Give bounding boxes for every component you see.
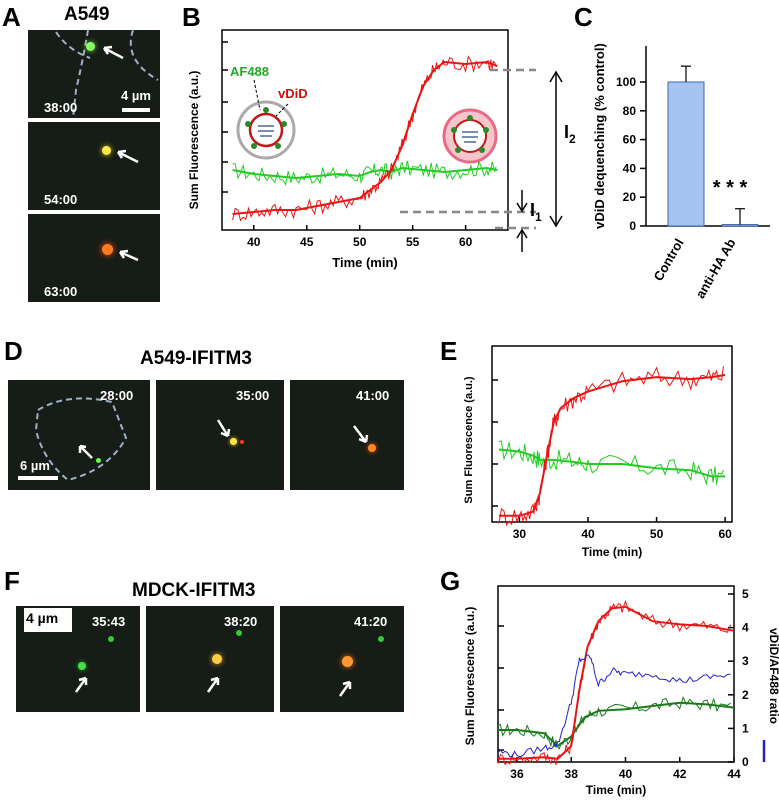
panel-label-c: C: [574, 2, 593, 32]
panel-label-b: B: [182, 2, 201, 32]
x-tick-label: 50: [650, 527, 664, 541]
scalebar-label-a: 4 µm: [121, 88, 151, 103]
right-tick-label: 5: [742, 587, 749, 601]
scalebar-label-f: 4 µm: [26, 610, 59, 626]
chart-g-xlabel: Time (min): [586, 783, 646, 797]
x-tick-label: 42: [673, 767, 687, 781]
x-tick-label: 36: [510, 767, 524, 781]
chart-g-rlabel: vDiD/AF488 ratio: [767, 628, 779, 724]
timestamp-a-2: 54:00: [44, 192, 78, 207]
micrograph-a-2: 54:00: [28, 122, 160, 210]
panel-label-f: F: [4, 566, 20, 596]
scalebar-f: [24, 608, 72, 632]
timestamp-d-2: 35:00: [236, 388, 270, 403]
panel-label-g: G: [440, 566, 461, 596]
y-tick-label: 20: [623, 190, 637, 204]
right-tick-label: 3: [742, 654, 749, 668]
bar-anti-ha: [721, 224, 759, 227]
label-af488: AF488: [230, 64, 269, 79]
chart-e-ylabel: Sum Fluorescence (a.u.): [463, 376, 475, 503]
panel-label-e: E: [440, 336, 458, 366]
scalebar-a: [122, 108, 150, 112]
panel-f-title: MDCK-IFITM3: [132, 580, 256, 601]
virion-schematic-fused: [442, 108, 498, 164]
timestamp-a-3: 63:00: [44, 284, 78, 299]
y-tick-label: 80: [623, 104, 637, 118]
label-vdid: vDiD: [278, 86, 308, 101]
panel-d-title: A549-IFITM3: [140, 348, 252, 369]
scalebar-d: [18, 476, 58, 480]
right-tick-label: 4: [742, 621, 749, 635]
series-af488: [232, 166, 498, 180]
series-noisy-vdid: [232, 55, 497, 222]
series-noisy-vdid-af488-ratio: [497, 654, 731, 758]
chart-c-cat-control: Control: [650, 236, 686, 284]
micrograph-d-1: 28:00 6 µm: [8, 380, 150, 490]
micrograph-d-2: 35:00: [156, 380, 284, 490]
chart-b: Sum Fluorescence (a.u.) Time (min) 40 45 5…: [187, 29, 576, 270]
x-tick-label: 38: [565, 767, 579, 781]
timestamp-f-1: 35:43: [92, 614, 126, 629]
micrograph-f-2: 38:20: [146, 606, 274, 712]
y-tick-label: 100: [616, 75, 636, 89]
x-tick-label: 44: [727, 767, 741, 781]
chart-c-ylabel: vDiD dequenching (% control): [592, 43, 607, 229]
micrograph-f-3: 41:20: [280, 606, 404, 712]
series-vdid: [232, 60, 498, 215]
x-tick-label: 40: [619, 767, 633, 781]
y-tick-label: 0: [629, 219, 636, 233]
x-tick-label: 40: [581, 527, 595, 541]
timestamp-a-1: 38:00: [44, 100, 78, 115]
timestamp-f-3: 41:20: [354, 614, 388, 629]
series-noisy-af488: [498, 440, 724, 486]
chart-g-ylabel: Sum Fluorescence (a.u.): [463, 607, 477, 746]
micrograph-f-1: 4 µm 35:43: [16, 606, 140, 712]
x-tick-label: 40: [247, 235, 261, 249]
chart-e: Sum Fluorescence (a.u.) Time (min) 30 40 5…: [463, 345, 733, 559]
panel-label-a: A: [2, 2, 21, 32]
series-noisy-vdid: [498, 366, 724, 527]
series-af488: [498, 701, 735, 748]
series-vdid: [498, 374, 726, 517]
x-tick-label: 55: [406, 235, 420, 249]
scalebar-label-d: 6 µm: [20, 458, 50, 473]
x-tick-label: 50: [353, 235, 367, 249]
chart-e-xlabel: Time (min): [582, 545, 642, 559]
micrograph-a-1: 38:00 4 µm: [28, 30, 160, 118]
x-tick-label: 30: [513, 527, 527, 541]
timestamp-d-3: 41:00: [356, 388, 390, 403]
series-noisy-af488: [232, 159, 497, 186]
micrograph-a-3: 63:00: [28, 214, 160, 302]
series-af488: [498, 448, 726, 478]
x-tick-label: 60: [459, 235, 473, 249]
panel-label-d: D: [4, 336, 23, 366]
timestamp-d-1: 28:00: [100, 388, 134, 403]
micrograph-d-3: 41:00: [290, 380, 404, 490]
y-tick-label: 40: [623, 161, 637, 175]
timestamp-f-2: 38:20: [224, 614, 258, 629]
y-tick-label: 60: [623, 133, 637, 147]
chart-c-significance: * * *: [713, 177, 748, 199]
virion-schematic-intact: [236, 79, 296, 160]
right-tick-label: 2: [742, 688, 749, 702]
right-tick-label: 1: [742, 721, 749, 735]
bar-control: [667, 81, 705, 227]
chart-b-ylabel: Sum Fluorescence (a.u.): [187, 71, 201, 210]
chart-c-cat-antiha: anti-HA Ab: [693, 236, 739, 301]
label-i1: I1: [530, 200, 542, 224]
x-tick-label: 60: [718, 527, 732, 541]
chart-c: vDiD dequenching (% control) 0 20 40 60 80 10…: [592, 43, 770, 301]
label-i2: I2: [564, 122, 576, 146]
right-tick-label: 0: [742, 755, 749, 769]
series-vdid: [498, 605, 735, 760]
chart-g: Sum Fluorescence (a.u.) Time (min) vDiD/…: [463, 585, 779, 797]
chart-b-yticks: [222, 41, 228, 193]
chart-b-xlabel: Time (min): [332, 255, 398, 270]
panel-a-title: A549: [64, 4, 110, 25]
series-noisy-af488: [497, 696, 731, 750]
x-tick-label: 45: [300, 235, 314, 249]
